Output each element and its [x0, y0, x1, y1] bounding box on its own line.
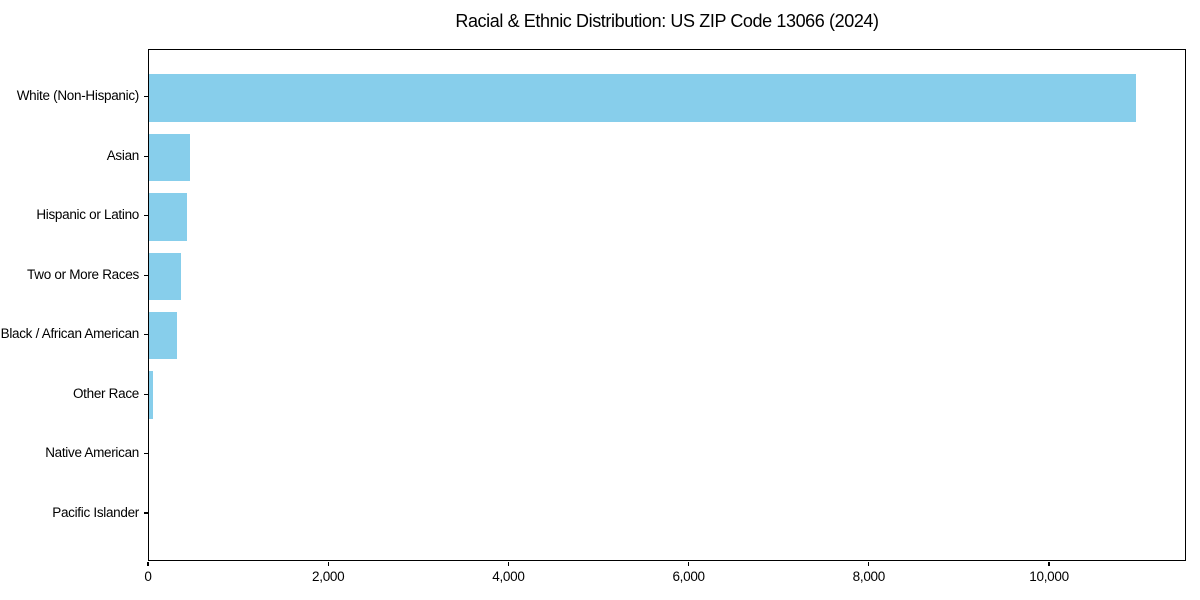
bar — [149, 193, 187, 241]
x-tick — [507, 562, 509, 566]
bar — [149, 74, 1136, 122]
x-tick — [868, 562, 870, 566]
chart-title: Racial & Ethnic Distribution: US ZIP Cod… — [455, 11, 879, 31]
bar — [149, 311, 178, 360]
x-tick-label: 4,000 — [492, 569, 525, 584]
bar — [149, 133, 190, 182]
y-tick-label: Black / African American — [0, 326, 140, 342]
plot-area — [148, 49, 1186, 561]
y-tick — [144, 274, 148, 276]
y-tick-label: Other Race — [72, 385, 139, 401]
y-tick — [144, 334, 148, 336]
x-tick-label: 6,000 — [672, 569, 705, 584]
x-tick-label: 0 — [144, 569, 152, 584]
x-tick-label: 10,000 — [1029, 569, 1069, 584]
x-tick-label: 2,000 — [312, 569, 345, 584]
y-tick — [144, 155, 148, 157]
y-tick — [144, 453, 148, 455]
y-tick-label: Hispanic or Latino — [36, 207, 139, 223]
x-tick — [688, 562, 690, 566]
y-tick-label: Native American — [45, 445, 139, 461]
y-tick — [144, 96, 148, 98]
bar — [149, 252, 182, 300]
y-tick-label: Two or More Races — [27, 266, 139, 282]
y-tick — [144, 215, 148, 217]
y-tick — [144, 393, 148, 395]
x-tick — [1048, 562, 1050, 566]
y-tick-label: Pacific Islander — [52, 504, 139, 520]
y-tick-label: White (Non-Hispanic) — [16, 88, 140, 104]
x-tick — [327, 562, 329, 566]
y-tick-label: Asian — [106, 147, 140, 163]
bar — [149, 371, 153, 419]
x-tick-label: 8,000 — [852, 569, 886, 584]
y-tick — [144, 512, 148, 514]
x-tick — [147, 562, 149, 566]
